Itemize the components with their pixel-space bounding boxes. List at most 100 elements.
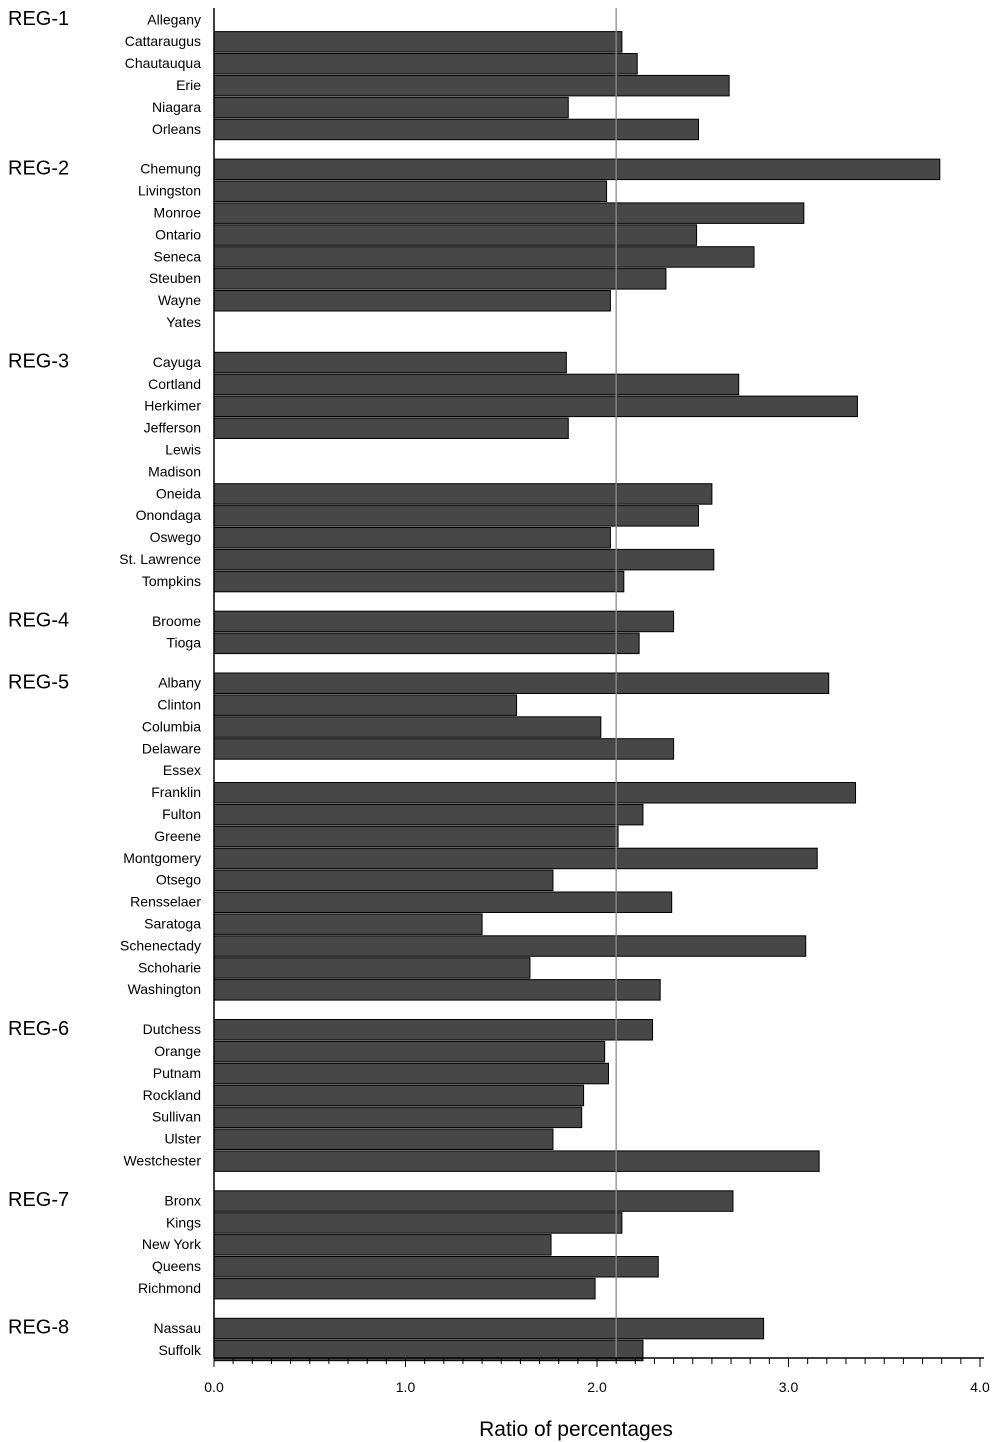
bar-label: Suffolk <box>158 1342 202 1358</box>
bar <box>213 224 698 246</box>
bar-label: Kings <box>166 1214 201 1230</box>
bar-label: Schenectady <box>120 937 201 953</box>
bar-label: Orange <box>154 1043 201 1059</box>
bar <box>213 395 858 418</box>
x-axis-title: Ratio of percentages <box>479 1418 673 1441</box>
bar <box>213 483 713 505</box>
bar <box>213 1234 552 1256</box>
bar <box>213 505 699 527</box>
bar-label: Madison <box>148 463 201 479</box>
bar-label: Allegany <box>147 11 201 27</box>
region-label: REG-1 <box>8 8 69 30</box>
bar <box>213 180 608 202</box>
bar <box>213 96 569 119</box>
bar <box>213 716 602 738</box>
region-label: REG-5 <box>8 671 69 693</box>
bar <box>213 738 675 760</box>
bar-label: Steuben <box>149 270 201 286</box>
x-tick-label: 1.0 <box>396 1379 416 1395</box>
bar-label: Putnam <box>153 1065 201 1081</box>
bar <box>213 290 611 312</box>
bar-label: Cortland <box>148 376 201 392</box>
bar-label: Ulster <box>164 1131 201 1147</box>
bar <box>213 825 619 848</box>
bar <box>213 1150 820 1172</box>
bar-label: Rensselaer <box>130 894 201 910</box>
bar-label: Schoharie <box>138 959 201 975</box>
bar-label: Otsego <box>156 872 201 888</box>
bar-label: Niagara <box>152 99 201 115</box>
bar <box>213 158 941 181</box>
bar <box>213 803 644 826</box>
bar <box>213 74 730 97</box>
bar-label: Greene <box>154 828 201 844</box>
bar <box>213 1019 654 1041</box>
bar <box>213 1106 583 1129</box>
bar-label: Monroe <box>154 204 202 220</box>
bar-label: Montgomery <box>123 850 201 866</box>
bar <box>213 118 699 141</box>
bar <box>213 373 740 396</box>
bar <box>213 202 805 224</box>
bar <box>213 694 518 716</box>
bar-label: Sullivan <box>152 1109 201 1125</box>
bar-label: Richmond <box>138 1280 201 1296</box>
bar <box>213 1040 606 1063</box>
region-label: REG-8 <box>8 1317 69 1339</box>
bar <box>213 957 531 979</box>
bar <box>213 610 675 633</box>
bar-label: Washington <box>128 981 201 997</box>
bar <box>213 672 830 694</box>
bar-label: Oswego <box>150 529 202 545</box>
x-axis: 0.0 1.0 2.0 3.0 4.0 <box>204 1357 990 1395</box>
bar <box>213 351 567 374</box>
bar <box>213 527 611 549</box>
bar-label: Seneca <box>154 248 202 264</box>
bar-label: Essex <box>163 762 201 778</box>
bar <box>213 31 623 53</box>
bar <box>213 979 661 1001</box>
bar <box>213 632 640 655</box>
bar <box>213 246 755 268</box>
region-label: REG-6 <box>8 1018 69 1040</box>
bar-label: Clinton <box>157 696 201 712</box>
bar <box>213 782 857 804</box>
bar-label: Tompkins <box>142 573 201 589</box>
bar-label: Herkimer <box>144 398 201 414</box>
bar <box>213 1062 609 1085</box>
bar <box>213 53 638 75</box>
bar <box>213 913 483 935</box>
bar-label: Cattaraugus <box>125 33 201 49</box>
bar-label: Oneida <box>156 485 201 501</box>
bar-label: Saratoga <box>144 915 201 931</box>
bar-label: Nassau <box>154 1320 201 1336</box>
bar-label: New York <box>142 1236 202 1252</box>
bar-label: Columbia <box>142 718 201 734</box>
bar-label: Tioga <box>166 635 201 651</box>
bar <box>213 935 807 957</box>
bar <box>213 1256 659 1278</box>
bar-label: Rockland <box>143 1087 201 1103</box>
bar-label: Ontario <box>155 226 201 242</box>
bar-label: Westchester <box>123 1152 201 1168</box>
bar-label: Chautauqua <box>125 55 202 71</box>
labels-layer: REG-1 Allegany Cattaraugus Chautauqua Erie Ni… <box>8 8 202 1358</box>
bar <box>213 1128 554 1150</box>
x-tick-label: 3.0 <box>779 1379 799 1395</box>
bar-label: Franklin <box>151 784 201 800</box>
bar <box>213 1277 596 1300</box>
x-tick-label: 0.0 <box>204 1379 224 1395</box>
bar-label: Wayne <box>158 292 201 308</box>
region-label: REG-3 <box>8 351 69 373</box>
bar-label: Jefferson <box>144 420 201 436</box>
bar-label: Fulton <box>162 806 201 822</box>
bar-label: Cayuga <box>153 354 201 370</box>
bar <box>213 417 569 439</box>
bar <box>213 847 818 870</box>
bar-label: Livingston <box>138 183 201 199</box>
x-tick-label: 4.0 <box>970 1379 990 1395</box>
bar <box>213 1190 734 1212</box>
bar <box>213 548 715 571</box>
bar-label: Albany <box>158 675 201 691</box>
